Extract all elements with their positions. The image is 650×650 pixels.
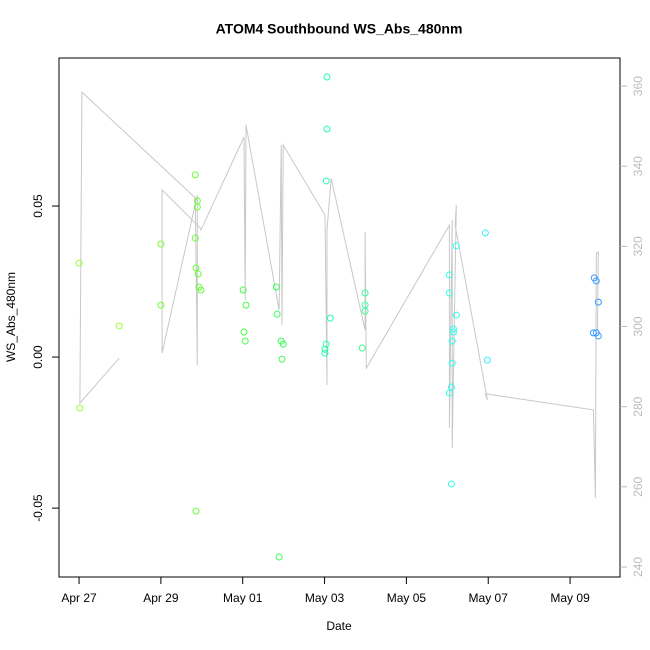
x-tick-label: May 03 xyxy=(305,591,345,605)
y2-tick-label: 340 xyxy=(631,156,645,176)
data-point xyxy=(445,289,453,297)
data-point xyxy=(197,286,205,294)
data-point xyxy=(279,340,287,348)
data-point xyxy=(321,345,329,353)
plot-frame xyxy=(58,57,621,578)
data-point xyxy=(449,325,457,333)
data-point xyxy=(157,301,165,309)
data-line xyxy=(79,90,599,499)
data-point xyxy=(447,383,455,391)
y2-tick-label: 260 xyxy=(631,476,645,496)
data-point xyxy=(452,242,460,250)
data-point xyxy=(191,171,199,179)
data-point xyxy=(322,340,330,348)
data-point xyxy=(445,389,453,397)
y-tick-label: -0.05 xyxy=(31,494,45,522)
data-point xyxy=(193,203,201,211)
data-point xyxy=(481,229,489,237)
x-tick-label: Apr 27 xyxy=(61,591,97,605)
data-point xyxy=(76,404,84,412)
x-tick-label: Apr 29 xyxy=(143,591,179,605)
x-tick-label: May 09 xyxy=(550,591,590,605)
y-tick-label: 0.05 xyxy=(31,194,45,218)
data-point xyxy=(448,337,456,345)
data-point xyxy=(192,264,200,272)
data-point xyxy=(448,359,456,367)
data-point xyxy=(321,349,329,357)
data-point xyxy=(449,328,457,336)
y2-tick-label: 240 xyxy=(631,557,645,577)
data-point xyxy=(157,240,165,248)
data-point xyxy=(361,307,369,315)
x-axis-label: Date xyxy=(326,619,352,633)
y-axis-label: WS_Abs_480nm xyxy=(4,272,18,362)
data-point xyxy=(278,355,286,363)
data-point xyxy=(273,310,281,318)
chart-title: ATOM4 Southbound WS_Abs_480nm xyxy=(216,21,463,37)
data-point xyxy=(194,270,202,278)
x-tick-label: May 05 xyxy=(387,591,427,605)
data-point xyxy=(275,553,283,561)
x-tick-label: May 01 xyxy=(223,591,263,605)
data-point xyxy=(272,283,280,291)
data-point xyxy=(191,234,199,242)
data-point xyxy=(452,311,460,319)
data-point xyxy=(239,286,247,294)
data-point xyxy=(447,480,455,488)
data-point xyxy=(322,177,330,185)
data-point xyxy=(358,344,366,352)
data-point xyxy=(594,298,602,306)
data-point xyxy=(240,328,248,336)
data-point xyxy=(594,332,602,340)
data-point xyxy=(483,356,491,364)
data-point xyxy=(75,259,83,267)
y2-tick-label: 360 xyxy=(631,76,645,96)
data-point xyxy=(326,314,334,322)
data-point xyxy=(592,277,600,285)
y-tick-label: 0.00 xyxy=(31,345,45,369)
data-point xyxy=(192,507,200,515)
data-point xyxy=(445,271,453,279)
y2-tick-label: 300 xyxy=(631,316,645,336)
data-point xyxy=(323,125,331,133)
data-point xyxy=(589,329,597,337)
y2-tick-label: 320 xyxy=(631,236,645,256)
data-point xyxy=(361,289,369,297)
x-tick-label: May 07 xyxy=(469,591,509,605)
data-point xyxy=(241,337,249,345)
data-point xyxy=(323,73,331,81)
data-point xyxy=(115,322,123,330)
y2-tick-label: 280 xyxy=(631,396,645,416)
data-point xyxy=(242,301,250,309)
